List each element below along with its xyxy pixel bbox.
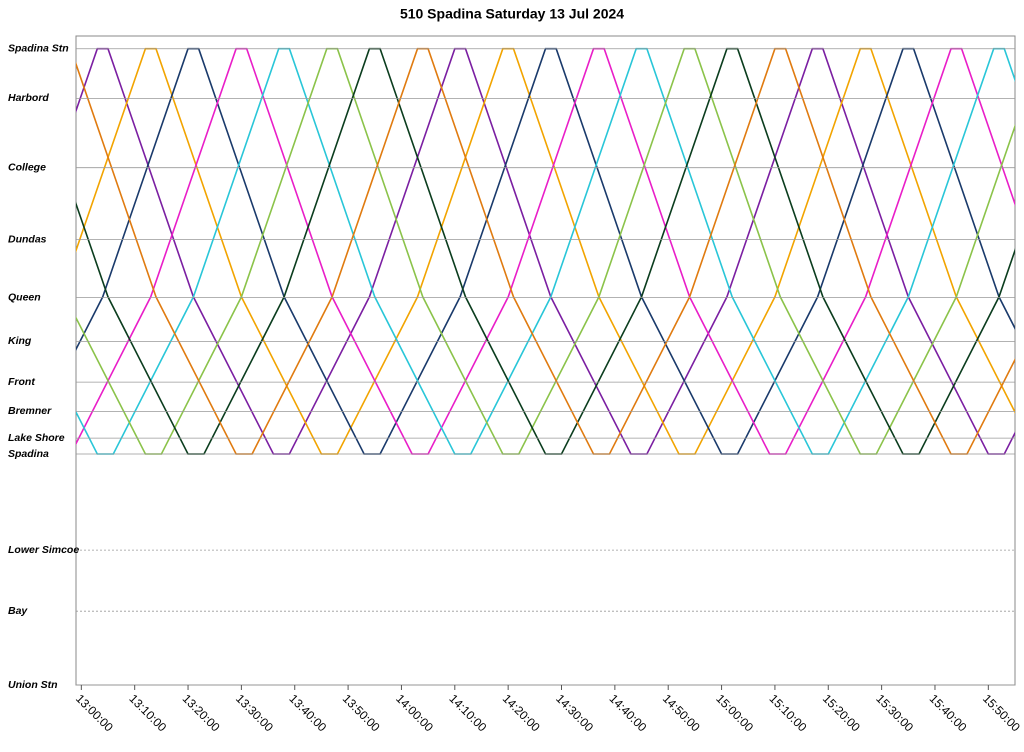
y-tick-label: Queen	[8, 291, 41, 303]
x-tick-label: 14:40:00	[606, 691, 649, 734]
x-tick-label: 14:30:00	[553, 691, 596, 734]
x-tick-label: 13:00:00	[73, 691, 116, 734]
y-tick-label: Harbord	[8, 92, 49, 104]
x-tick-label: 13:20:00	[180, 691, 223, 734]
x-tick-label: 13:30:00	[233, 691, 276, 734]
y-tick-label: Front	[8, 376, 35, 388]
y-tick-label: Lake Shore	[8, 432, 65, 444]
x-tick-label: 14:10:00	[446, 691, 489, 734]
y-tick-label: Bay	[8, 605, 28, 617]
x-tick-label: 13:50:00	[340, 691, 383, 734]
y-tick-label: Lower Simcoe	[8, 544, 79, 556]
x-tick-label: 15:00:00	[713, 691, 756, 734]
y-tick-label: Union Stn	[8, 679, 58, 691]
chart-title: 510 Spadina Saturday 13 Jul 2024	[400, 6, 624, 22]
x-tick-label: 15:40:00	[927, 691, 970, 734]
y-tick-label: Spadina	[8, 448, 49, 460]
y-tick-label: Bremner	[8, 405, 52, 417]
y-tick-label: Spadina Stn	[8, 43, 69, 55]
x-tick-label: 14:20:00	[500, 691, 543, 734]
y-tick-label: King	[8, 335, 32, 347]
x-tick-label: 15:20:00	[820, 691, 863, 734]
x-tick-label: 15:50:00	[980, 691, 1023, 734]
y-tick-label: Dundas	[8, 233, 47, 245]
x-tick-label: 14:00:00	[393, 691, 436, 734]
x-tick-label: 15:10:00	[767, 691, 810, 734]
x-tick-label: 13:40:00	[286, 691, 329, 734]
x-tick-label: 13:10:00	[126, 691, 169, 734]
x-tick-label: 14:50:00	[660, 691, 703, 734]
y-tick-label: College	[8, 161, 46, 173]
x-tick-label: 15:30:00	[873, 691, 916, 734]
